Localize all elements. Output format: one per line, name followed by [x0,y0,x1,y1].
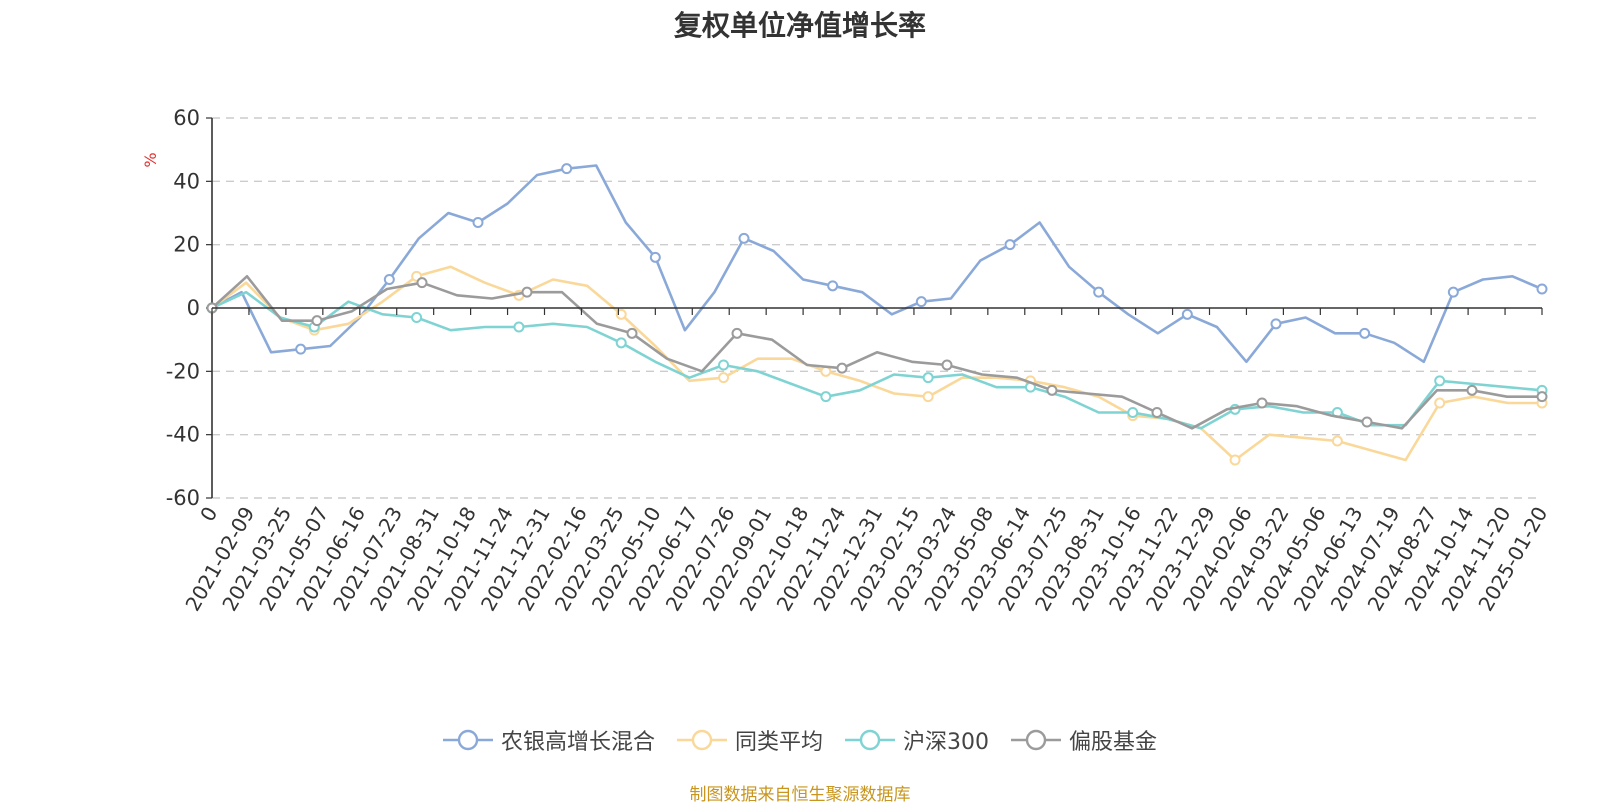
series-line-0 [211,164,1543,364]
data-point [1256,397,1268,409]
data-point [915,296,927,308]
y-tick-label: -40 [166,423,200,447]
data-point [1331,435,1343,447]
legend-label: 同类平均 [734,730,823,755]
data-point [615,337,627,349]
source-note: 制图数据来自恒生聚源数据库 [689,785,911,805]
legend-item[interactable]: 同类平均 [676,724,823,756]
chart-title: 复权单位净值增长率 [673,9,926,42]
data-point [922,391,934,403]
data-point [1536,391,1548,403]
data-point [941,359,953,371]
data-point [738,232,750,244]
data-point [561,163,573,175]
legend-label: 偏股基金 [1069,730,1158,755]
data-point [295,343,307,355]
data-point [649,251,661,263]
data-point [922,372,934,384]
legend-label: 沪深300 [903,730,989,755]
line-chart: 6040200-20-40-60%02021-02-092021-03-2520… [141,106,1552,615]
data-point [1127,407,1139,418]
series-line-1 [211,265,1542,462]
data-point [1361,416,1373,428]
y-tick-label: 20 [173,233,200,257]
y-tick-label: -20 [166,359,200,383]
y-tick-label: 40 [173,169,200,193]
x-tick-label: 0 [195,503,222,526]
legend: 农银高增长混合 同类平均 沪深300 偏股基金 [0,722,1600,758]
data-point [383,274,395,285]
data-point [1434,397,1446,409]
data-point [836,362,848,374]
data-point [311,315,323,327]
data-point [1004,239,1016,251]
y-tick-label: 60 [173,106,200,130]
legend-label: 农银高增长混合 [500,730,655,755]
data-point [513,321,525,333]
data-point [718,372,730,384]
legend-item[interactable]: 沪深300 [845,724,989,756]
data-point [1536,283,1548,295]
data-point [521,286,533,298]
data-point [731,327,743,339]
series-line-3 [211,274,1542,430]
data-point [1229,454,1241,466]
data-point [1151,407,1163,418]
data-point [827,280,839,292]
data-point [1434,375,1446,387]
y-tick-label: 0 [187,296,200,320]
data-point [1181,308,1193,320]
data-point [820,391,832,403]
data-point [472,217,484,228]
data-point [1359,327,1371,339]
data-point [1270,318,1282,330]
data-point [1466,384,1478,396]
legend-marker-icon [676,729,727,751]
data-point [411,312,423,323]
data-point [1046,384,1058,396]
legend-item[interactable]: 偏股基金 [1011,724,1157,756]
y-tick-label: -60 [166,486,200,510]
data-point [416,277,428,289]
legend-item[interactable]: 农银高增长混合 [442,724,655,756]
legend-marker-icon [845,729,895,751]
y-axis-unit: % [141,152,160,167]
legend-marker-icon [442,729,493,751]
legend-marker-icon [1011,729,1061,751]
data-point [626,327,638,339]
data-point [718,359,730,371]
data-point [1447,286,1459,298]
data-point [1093,286,1105,298]
